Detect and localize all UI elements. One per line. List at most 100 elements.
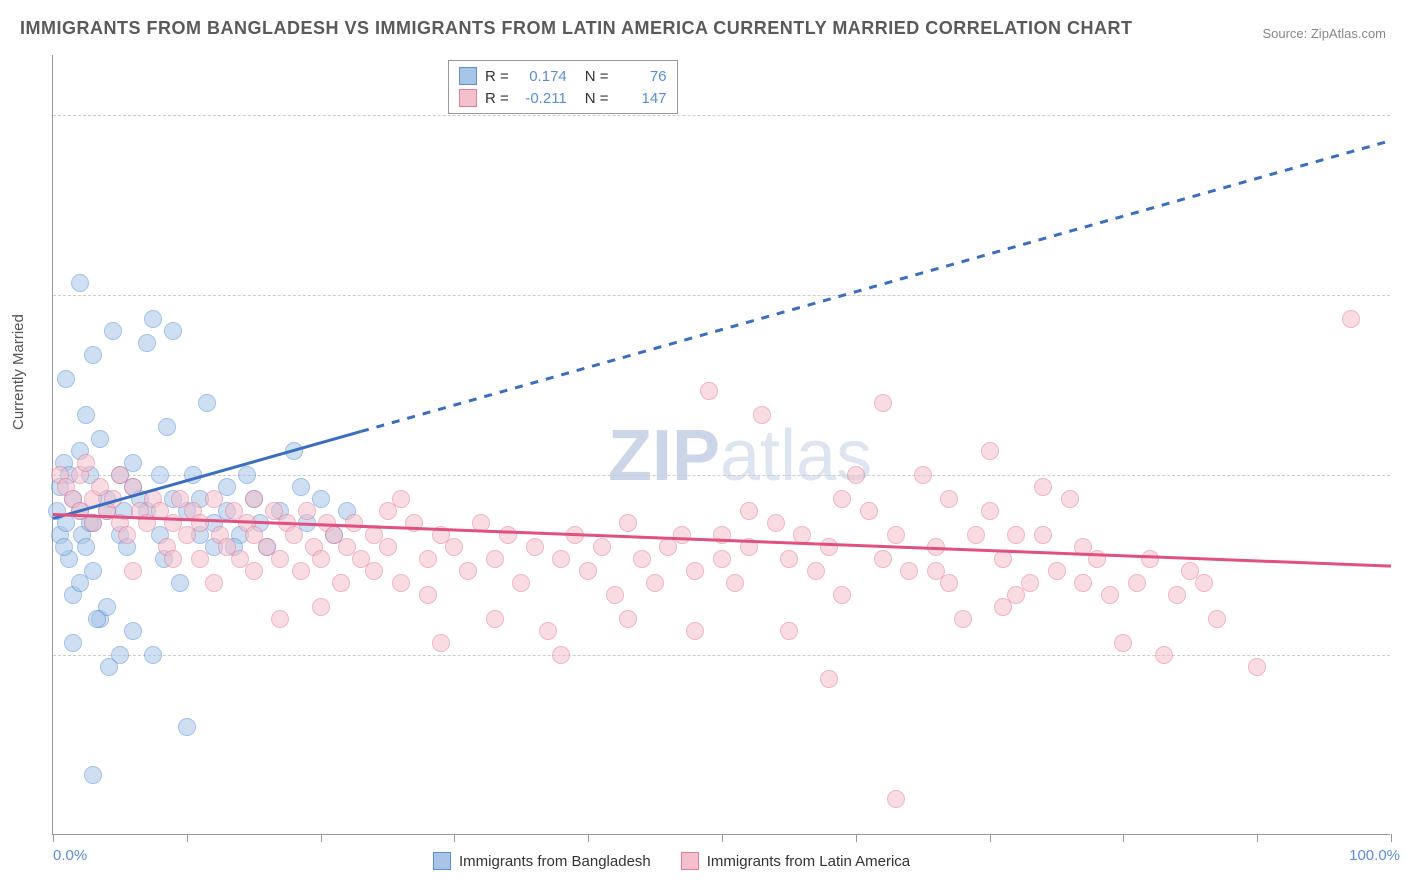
- x-tick-mark: [588, 834, 589, 842]
- scatter-point: [144, 310, 162, 328]
- scatter-point: [887, 526, 905, 544]
- scatter-point: [419, 586, 437, 604]
- scatter-point: [1248, 658, 1266, 676]
- watermark: ZIPatlas: [608, 415, 872, 497]
- x-tick-label-max: 100.0%: [1349, 847, 1400, 864]
- scatter-point: [1342, 310, 1360, 328]
- scatter-point: [646, 574, 664, 592]
- scatter-point: [900, 562, 918, 580]
- scatter-point: [445, 538, 463, 556]
- scatter-point: [100, 658, 118, 676]
- scatter-point: [191, 550, 209, 568]
- x-tick-mark: [321, 834, 322, 842]
- scatter-point: [847, 466, 865, 484]
- scatter-point: [1074, 574, 1092, 592]
- scatter-point: [191, 514, 209, 532]
- scatter-point: [432, 634, 450, 652]
- x-tick-mark: [990, 834, 991, 842]
- scatter-point: [292, 478, 310, 496]
- scatter-point: [486, 550, 504, 568]
- scatter-point: [552, 646, 570, 664]
- scatter-point: [940, 490, 958, 508]
- scatter-point: [967, 526, 985, 544]
- scatter-point: [419, 550, 437, 568]
- scatter-point: [392, 574, 410, 592]
- scatter-point: [726, 574, 744, 592]
- scatter-point: [88, 610, 106, 628]
- scatter-point: [77, 406, 95, 424]
- x-tick-mark: [187, 834, 188, 842]
- scatter-point: [1021, 574, 1039, 592]
- scatter-point: [205, 574, 223, 592]
- scatter-point: [57, 370, 75, 388]
- scatter-point: [552, 550, 570, 568]
- grid-line: [53, 655, 1390, 656]
- r-value: 0.174: [517, 68, 567, 85]
- stats-legend-box: R =0.174N =76R =-0.211N =147: [448, 60, 678, 114]
- series-name: Immigrants from Latin America: [707, 853, 910, 870]
- scatter-point: [686, 622, 704, 640]
- scatter-point: [104, 322, 122, 340]
- scatter-point: [64, 634, 82, 652]
- scatter-point: [994, 598, 1012, 616]
- scatter-point: [619, 514, 637, 532]
- n-label: N =: [585, 68, 609, 85]
- scatter-point: [981, 442, 999, 460]
- scatter-point: [164, 550, 182, 568]
- stats-row: R =-0.211N =147: [459, 87, 667, 109]
- scatter-point: [874, 394, 892, 412]
- scatter-point: [579, 562, 597, 580]
- x-tick-mark: [856, 834, 857, 842]
- scatter-point: [593, 538, 611, 556]
- scatter-point: [486, 610, 504, 628]
- scatter-point: [927, 562, 945, 580]
- scatter-point: [245, 490, 263, 508]
- series-swatch: [681, 852, 699, 870]
- scatter-point: [379, 538, 397, 556]
- series-swatch: [433, 852, 451, 870]
- scatter-point: [713, 550, 731, 568]
- scatter-point: [198, 394, 216, 412]
- scatter-point: [138, 334, 156, 352]
- scatter-point: [158, 418, 176, 436]
- x-tick-mark: [1391, 834, 1392, 842]
- scatter-point: [1101, 586, 1119, 604]
- scatter-point: [700, 382, 718, 400]
- scatter-point: [392, 490, 410, 508]
- scatter-point: [77, 454, 95, 472]
- n-label: N =: [585, 90, 609, 107]
- series-swatch: [459, 89, 477, 107]
- x-tick-mark: [1257, 834, 1258, 842]
- scatter-point: [820, 538, 838, 556]
- scatter-point: [332, 574, 350, 592]
- scatter-point: [940, 574, 958, 592]
- grid-line: [53, 295, 1390, 296]
- x-tick-mark: [1123, 834, 1124, 842]
- scatter-point: [807, 562, 825, 580]
- scatter-point: [753, 406, 771, 424]
- scatter-point: [71, 574, 89, 592]
- scatter-point: [271, 610, 289, 628]
- grid-line: [53, 115, 1390, 116]
- scatter-point: [954, 610, 972, 628]
- scatter-point: [459, 562, 477, 580]
- scatter-point: [124, 562, 142, 580]
- scatter-point: [1034, 478, 1052, 496]
- series-name: Immigrants from Bangladesh: [459, 853, 651, 870]
- scatter-point: [345, 514, 363, 532]
- scatter-point: [292, 562, 310, 580]
- series-legend: Immigrants from Bangladesh Immigrants fro…: [433, 852, 910, 870]
- scatter-point: [1007, 526, 1025, 544]
- x-tick-mark: [722, 834, 723, 842]
- series-swatch: [459, 67, 477, 85]
- scatter-point: [499, 526, 517, 544]
- scatter-point: [606, 586, 624, 604]
- scatter-point: [1128, 574, 1146, 592]
- scatter-point: [874, 550, 892, 568]
- x-tick-mark: [454, 834, 455, 842]
- trend-line: [360, 139, 1391, 432]
- scatter-point: [512, 574, 530, 592]
- r-label: R =: [485, 90, 509, 107]
- chart-plot-area: ZIPatlas R =0.174N =76R =-0.211N =147 Im…: [52, 55, 1390, 835]
- scatter-point: [178, 718, 196, 736]
